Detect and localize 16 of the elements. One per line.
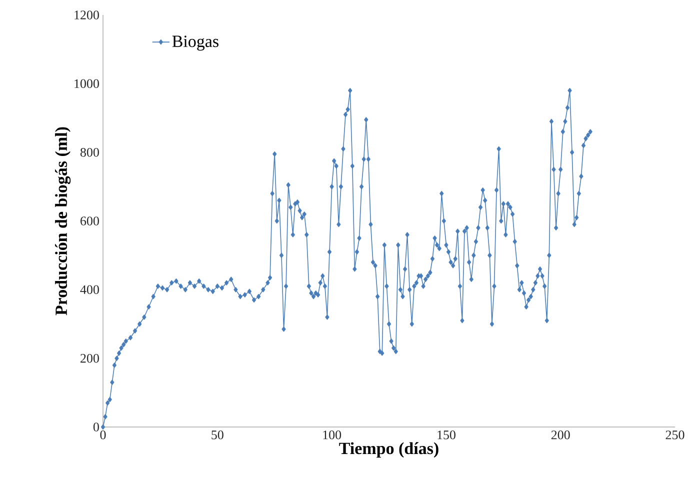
y-tick-label: 1000 [74, 79, 99, 88]
y-tick-label: 0 [93, 422, 99, 432]
y-tick-label: 1200 [74, 10, 99, 20]
y-tick-label: 800 [80, 148, 99, 157]
x-tick-label: 150 [438, 430, 456, 440]
x-axis-title: Tiempo (días) [339, 442, 438, 458]
y-tick-label: 400 [80, 285, 99, 294]
y-tick-label: 200 [80, 354, 99, 363]
x-tick-label: 0 [100, 430, 106, 440]
x-tick-label: 50 [212, 430, 224, 440]
x-tick-label: 200 [551, 430, 570, 440]
y-axis-title: Producción de biogás (ml) [55, 127, 71, 316]
legend-label: Biogas [172, 36, 218, 51]
y-tick-label: 600 [80, 216, 99, 226]
x-tick-label: 250 [666, 430, 684, 440]
x-tick-label: 100 [323, 430, 342, 440]
